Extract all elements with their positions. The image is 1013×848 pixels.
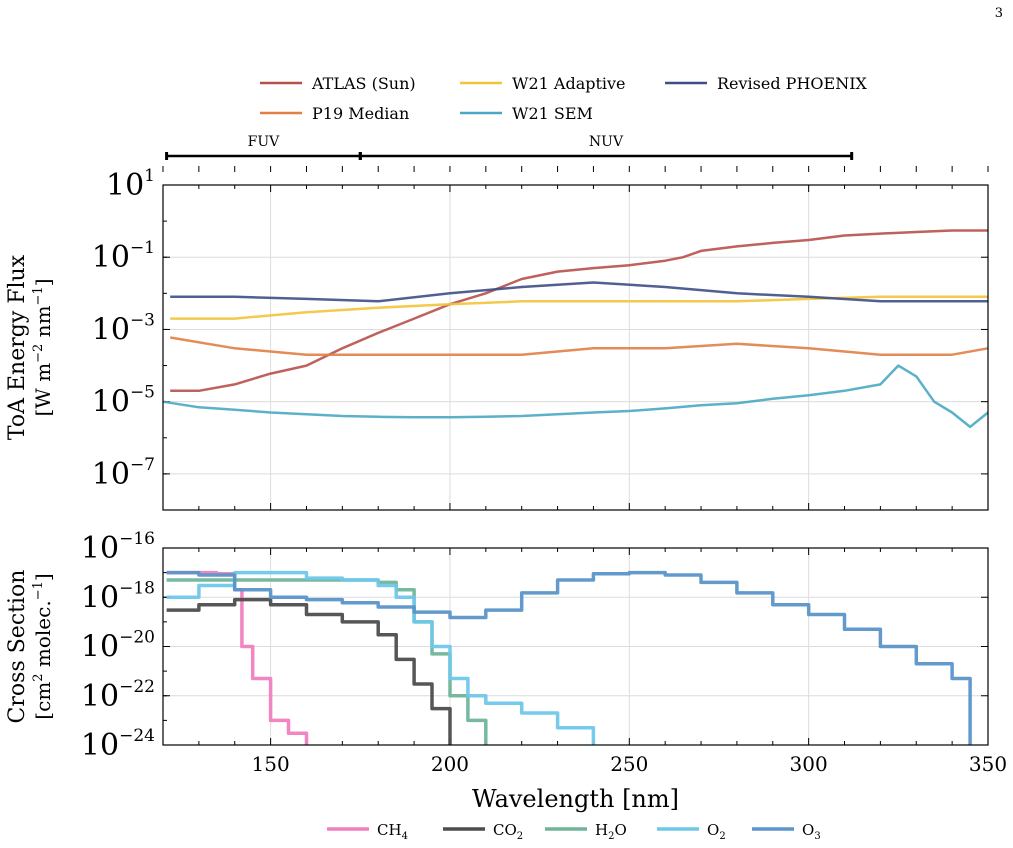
legend-label: ATLAS (Sun) xyxy=(311,74,416,93)
x-tick-label: 350 xyxy=(969,752,1007,776)
legend-label: O3 xyxy=(802,821,821,842)
series-line xyxy=(169,336,989,356)
y-axis-label: Cross Section xyxy=(5,570,30,724)
y-axis-unit-label: [W m−2 nm−1] xyxy=(31,278,55,416)
y-tick-label: 10−1 xyxy=(92,238,155,275)
legend-label: Revised PHOENIX xyxy=(717,74,868,93)
band-label: FUV xyxy=(248,134,281,150)
cross-section-panel: 10−16 10−18 10−20 10−22 10−24 Cross Section [c… xyxy=(5,529,1007,813)
series-line xyxy=(166,570,596,745)
series-line xyxy=(166,578,488,745)
series-line xyxy=(170,229,988,393)
y-tick-label: 10−5 xyxy=(92,383,155,420)
x-tick-label: 150 xyxy=(252,752,290,776)
y-tick-label: 10−24 xyxy=(81,726,155,763)
legend-label: W21 SEM xyxy=(512,104,593,123)
y-tick-label: 10−20 xyxy=(81,628,155,665)
band-label: NUV xyxy=(589,134,624,150)
y-tick-label: 10−16 xyxy=(81,529,155,566)
y-tick-label: 10−3 xyxy=(92,310,155,347)
legend-label: W21 Adaptive xyxy=(512,74,626,93)
legend-label: P19 Median xyxy=(312,104,409,123)
x-tick-label: 300 xyxy=(790,752,828,776)
legend-label: CH4 xyxy=(377,821,408,842)
legend-label: O2 xyxy=(707,821,726,842)
legend-label: H2O xyxy=(595,821,627,842)
series-line xyxy=(166,597,452,745)
y-tick-label: 101 xyxy=(106,166,155,203)
axes-frame xyxy=(162,184,989,511)
x-axis-label: Wavelength [nm] xyxy=(472,785,679,813)
page-number: 3 xyxy=(994,6,1003,21)
series-line xyxy=(166,570,972,745)
series-line xyxy=(162,364,989,429)
flux-panel: 101 10−1 10−3 10−5 10−7 ToA Energy Flux [W m−2… xyxy=(5,166,989,511)
bottom-legend: CH4 CO2 H2O O2 O3 xyxy=(327,821,821,842)
legend-label: CO2 xyxy=(493,821,523,842)
x-tick-label: 200 xyxy=(431,752,469,776)
y-tick-label: 10−18 xyxy=(81,578,155,615)
axes-frame xyxy=(162,547,989,746)
y-axis-label: ToA Energy Flux xyxy=(5,254,30,440)
y-axis-unit-label: [cm2 molec.−1] xyxy=(31,573,55,719)
wavelength-band-bar: FUV NUV xyxy=(162,134,989,172)
top-legend: ATLAS (Sun) W21 Adaptive Revised PHOENIX P1… xyxy=(260,74,868,123)
x-tick-label: 250 xyxy=(610,752,648,776)
y-tick-label: 10−22 xyxy=(81,677,155,714)
y-tick-label: 10−7 xyxy=(92,455,155,492)
